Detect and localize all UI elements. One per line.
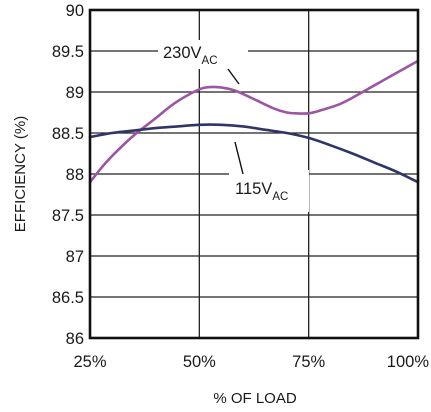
series-label-1: 115VAC bbox=[235, 180, 288, 203]
y-axis-title: EFFICIENCY (%) bbox=[12, 116, 29, 232]
y-tick-label-5: 88.5 bbox=[52, 125, 84, 143]
series-lines bbox=[88, 59, 420, 184]
series-line-0 bbox=[88, 59, 420, 184]
x-tick-label-1: 50% bbox=[183, 353, 216, 371]
y-tick-labels: 86 86.5 87 87.5 88 88.5 89 89.5 90 bbox=[52, 2, 84, 348]
series-leader-0 bbox=[227, 68, 240, 85]
series-label-bg-1 bbox=[229, 170, 309, 212]
series-line-1 bbox=[88, 123, 420, 184]
x-tick-label-3: 100% bbox=[387, 353, 430, 371]
plot-frame bbox=[88, 8, 420, 340]
series-label-sub-1: AC bbox=[272, 191, 288, 203]
x-tick-labels: 25% 50% 75% 100% bbox=[73, 353, 429, 371]
series-label-main-1: 115V bbox=[235, 180, 272, 198]
series-label-main-0: 230V bbox=[163, 44, 202, 62]
y-tick-label-8: 90 bbox=[66, 2, 84, 20]
y-tick-label-3: 87.5 bbox=[52, 207, 84, 225]
series-label-sub-0: AC bbox=[202, 55, 218, 67]
series-leader-1 bbox=[234, 141, 244, 175]
x-axis-title: % OF LOAD bbox=[213, 390, 297, 407]
y-tick-label-4: 88 bbox=[66, 166, 84, 184]
y-tick-label-2: 87 bbox=[66, 248, 84, 266]
y-tick-label-7: 89.5 bbox=[52, 43, 84, 61]
x-tick-label-2: 75% bbox=[292, 353, 325, 371]
x-tick-label-0: 25% bbox=[73, 353, 106, 371]
series-label-0: 230VAC bbox=[163, 44, 218, 67]
y-tick-label-6: 89 bbox=[66, 84, 84, 102]
y-tick-label-0: 86 bbox=[66, 330, 84, 348]
series-label-bg-0 bbox=[158, 40, 248, 69]
y-tick-label-1: 86.5 bbox=[52, 289, 84, 307]
